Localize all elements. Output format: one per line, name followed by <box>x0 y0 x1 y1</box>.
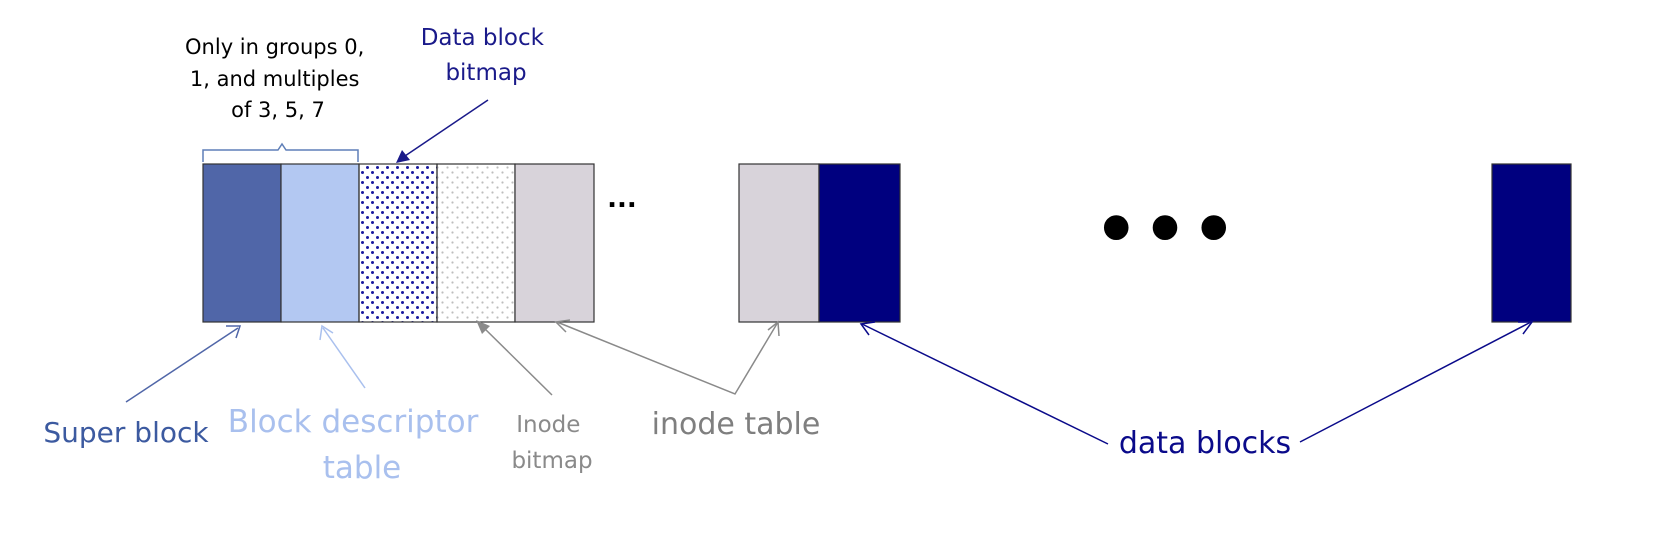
inode-table-arrowhead-right <box>767 320 780 337</box>
data-blocks-arrowhead-right <box>1518 321 1534 335</box>
data-blocks-arrow-left <box>861 323 1109 445</box>
inode-table-arrows <box>556 321 779 395</box>
data-block-last <box>1491 163 1572 323</box>
data-blocks-arrowhead-left <box>859 321 876 336</box>
inode-bitmap-block <box>436 163 516 323</box>
large-ellipsis: ••• <box>1094 189 1240 271</box>
inode-table-block-1 <box>514 163 595 323</box>
data-block-bitmap-arrowhead <box>396 150 410 163</box>
block-descriptor-arrow <box>322 327 366 389</box>
brace-note: Only in groups 0, 1, and multiples of 3,… <box>185 35 371 122</box>
data-block-bitmap-label: Data block bitmap <box>421 25 552 86</box>
group-brace <box>202 142 359 162</box>
data-block-bitmap-block <box>358 163 438 323</box>
data-blocks-arrow-right <box>1299 321 1532 443</box>
super-block-arrow <box>125 327 239 403</box>
super-block <box>202 163 282 323</box>
small-ellipsis: ... <box>607 184 637 214</box>
block-descriptor-table-block <box>280 163 360 323</box>
data-block-first <box>818 163 901 323</box>
inode-bitmap-label: Inode bitmap <box>511 412 592 474</box>
inode-bitmap-arrowhead <box>476 320 490 334</box>
data-blocks-label: data blocks <box>1119 426 1291 461</box>
inode-table-block-2 <box>738 163 820 323</box>
block-descriptor-arrowhead <box>319 324 334 341</box>
block-descriptor-label: Block descriptor table <box>228 404 488 486</box>
inode-table-label: inode table <box>652 407 821 442</box>
data-block-bitmap-arrow <box>401 99 489 159</box>
inode-table-arrowhead-left <box>554 319 571 333</box>
super-block-label: Super block <box>43 416 209 449</box>
inode-bitmap-arrow <box>481 325 553 396</box>
super-block-arrowhead <box>226 325 242 339</box>
